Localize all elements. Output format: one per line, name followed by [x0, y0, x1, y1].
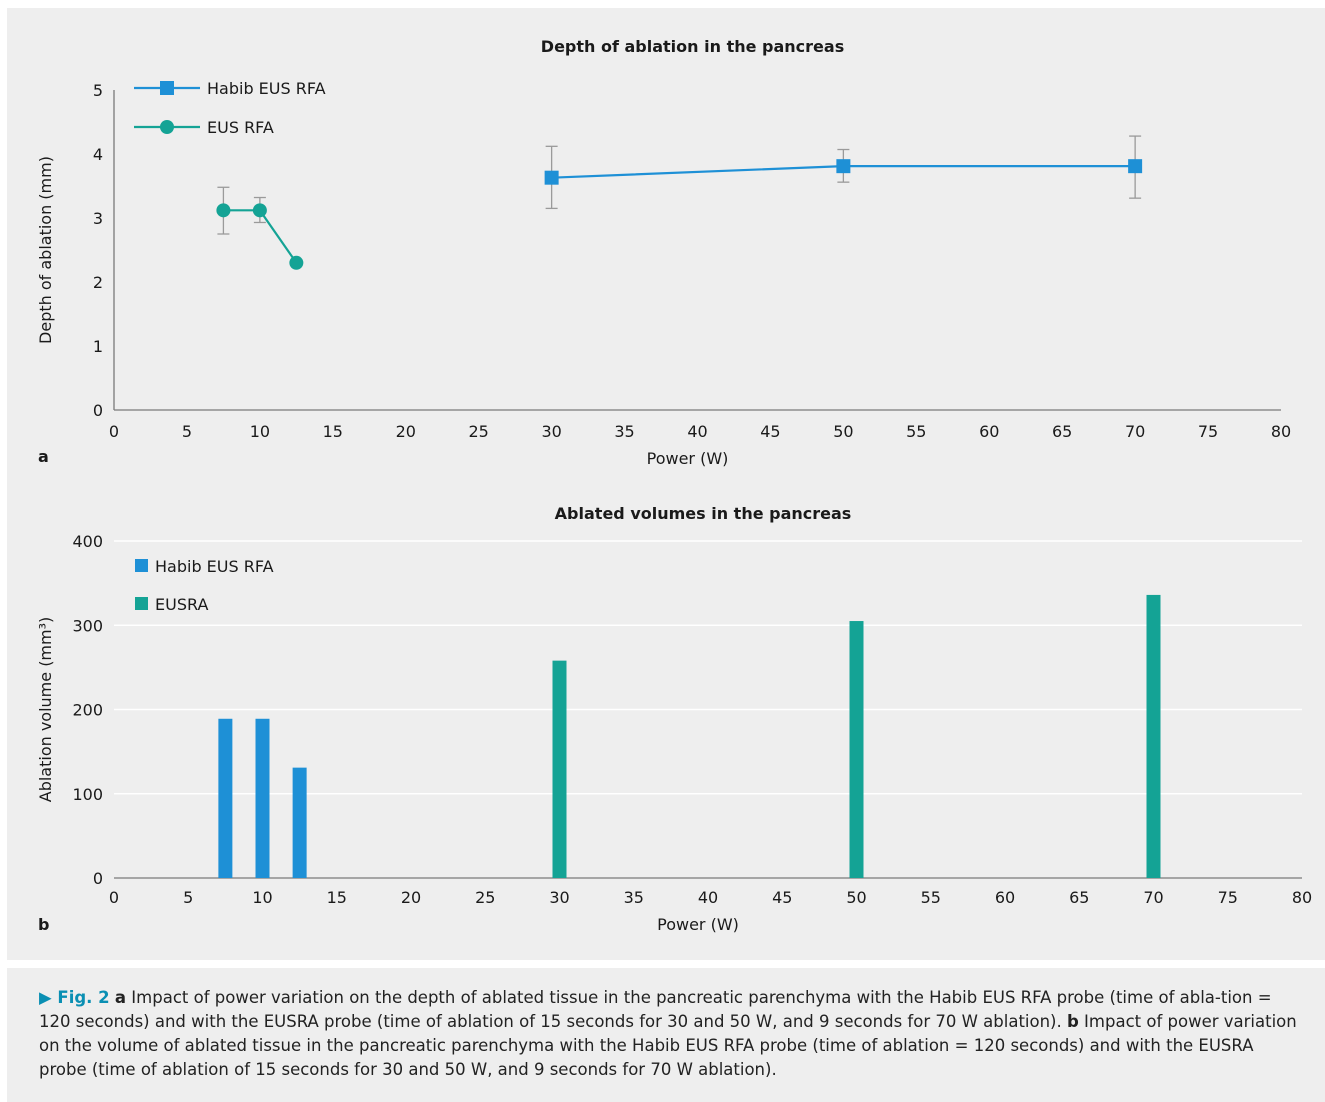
volume-chart-x-tick-label: 10	[252, 888, 272, 907]
depth-chart-x-tick-label: 5	[182, 422, 192, 441]
depth-chart-x-tick-label: 10	[250, 422, 270, 441]
depth-chart-y-axis-label: Depth of ablation (mm)	[36, 156, 55, 344]
volume-chart-x-tick-label: 80	[1292, 888, 1312, 907]
depth-chart-title: Depth of ablation in the pancreas	[541, 37, 844, 56]
depth-chart-series-0-marker	[1128, 159, 1142, 173]
volume-chart-series-0-legend-swatch	[135, 559, 148, 572]
caption-panel-b-letter: b	[1067, 1012, 1079, 1031]
volume-chart-x-tick-label: 0	[109, 888, 119, 907]
volume-chart-x-tick-label: 40	[698, 888, 718, 907]
volume-chart-y-tick-label: 400	[72, 532, 103, 551]
volume-chart-y-tick-label: 100	[72, 785, 103, 804]
depth-chart-series-0-legend-marker	[160, 81, 174, 95]
depth-chart-series-1-marker	[289, 256, 303, 270]
volume-chart-series-1-bar	[850, 621, 864, 878]
volume-chart-x-tick-label: 50	[846, 888, 866, 907]
volume-chart-x-tick-label: 5	[183, 888, 193, 907]
depth-chart-x-tick-label: 45	[760, 422, 780, 441]
volume-chart-series-1-bar	[1147, 595, 1161, 878]
caption-fig-label: ▶ Fig. 2	[39, 988, 110, 1007]
depth-chart-y-tick-label: 1	[93, 337, 103, 356]
volume-chart-series-1-bar	[553, 661, 567, 878]
depth-chart-x-tick-label: 80	[1271, 422, 1291, 441]
volume-chart-x-tick-label: 75	[1218, 888, 1238, 907]
volume-chart-x-tick-label: 65	[1069, 888, 1089, 907]
volume-chart-series-0-legend-label: Habib EUS RFA	[155, 557, 274, 576]
volume-chart-x-tick-label: 30	[549, 888, 569, 907]
volume-chart-series-0-bar	[218, 719, 232, 878]
volume-chart-x-tick-label: 60	[995, 888, 1015, 907]
volume-chart-series-0-bar	[256, 719, 270, 878]
volume-chart-y-tick-label: 0	[93, 869, 103, 888]
volume-chart-title: Ablated volumes in the pancreas	[555, 504, 852, 523]
figure-caption: ▶ Fig. 2 a Impact of power variation on …	[7, 968, 1325, 1102]
depth-chart-panel-letter: a	[38, 447, 49, 466]
depth-chart-x-tick-label: 40	[687, 422, 707, 441]
depth-chart-x-tick-label: 55	[906, 422, 926, 441]
depth-chart-x-tick-label: 65	[1052, 422, 1072, 441]
volume-chart-x-tick-label: 15	[327, 888, 347, 907]
depth-chart-y-tick-label: 2	[93, 273, 103, 292]
depth-chart-x-tick-label: 70	[1125, 422, 1145, 441]
depth-chart-series-0-legend-label: Habib EUS RFA	[207, 79, 326, 98]
volume-chart-x-tick-label: 35	[624, 888, 644, 907]
volume-chart-y-tick-label: 200	[72, 701, 103, 720]
depth-chart-x-axis-label: Power (W)	[647, 449, 729, 468]
caption-text: ▶ Fig. 2 a Impact of power variation on …	[39, 986, 1301, 1082]
depth-chart-x-tick-label: 35	[614, 422, 634, 441]
volume-chart-y-axis-label: Ablation volume (mm³)	[36, 617, 55, 803]
volume-chart-series-1-legend-swatch	[135, 597, 148, 610]
caption-panel-a-letter: a	[115, 988, 126, 1007]
depth-chart-x-tick-label: 25	[469, 422, 489, 441]
volume-chart-x-tick-label: 45	[772, 888, 792, 907]
depth-chart-series-0-marker	[545, 171, 559, 185]
figure-panel: Depth of ablation in the pancreas 0 5 10 15 2…	[7, 8, 1325, 960]
depth-chart-series-0-marker	[836, 159, 850, 173]
depth-chart-x-tick-label: 0	[109, 422, 119, 441]
depth-chart-x-tick-label: 20	[396, 422, 416, 441]
depth-chart-y-tick-label: 4	[93, 145, 103, 164]
volume-chart-x-tick-label: 25	[475, 888, 495, 907]
depth-chart-y-tick-label: 5	[93, 81, 103, 100]
depth-chart-series-1-legend-marker	[160, 120, 174, 134]
volume-chart-x-tick-label: 55	[921, 888, 941, 907]
depth-chart-series-1-legend-label: EUS RFA	[207, 118, 274, 137]
depth-chart-series-1-marker	[253, 203, 267, 217]
volume-chart-y-tick-label: 300	[72, 616, 103, 635]
volume-chart-series-1-legend-label: EUSRA	[155, 595, 208, 614]
volume-chart-x-tick-label: 70	[1143, 888, 1163, 907]
depth-chart-x-tick-label: 75	[1198, 422, 1218, 441]
depth-chart-x-tick-label: 50	[833, 422, 853, 441]
depth-chart-y-tick-label: 0	[93, 401, 103, 420]
depth-chart-x-tick-label: 15	[323, 422, 343, 441]
depth-chart-y-tick-label: 3	[93, 209, 103, 228]
depth-chart-x-tick-label: 30	[541, 422, 561, 441]
volume-chart-panel-letter: b	[38, 915, 49, 934]
volume-chart-x-tick-label: 20	[401, 888, 421, 907]
volume-chart-x-axis-label: Power (W)	[657, 915, 739, 934]
depth-chart-x-tick-label: 60	[979, 422, 999, 441]
volume-chart-series-0-bar	[293, 768, 307, 878]
depth-chart-series-1-marker	[216, 203, 230, 217]
